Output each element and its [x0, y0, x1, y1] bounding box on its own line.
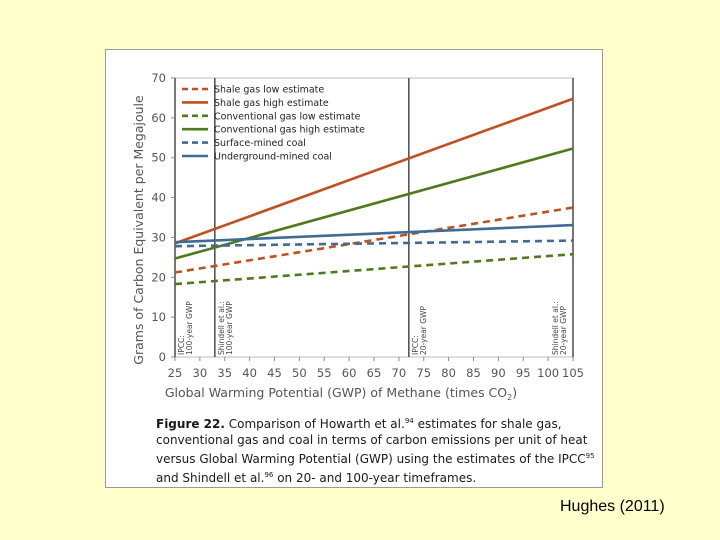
caption-ref-1: 94 — [404, 417, 414, 425]
x-tick-label: 35 — [217, 366, 232, 380]
x-tick-label: 90 — [491, 366, 506, 380]
gwp-reference-label: IPCC: 20-year GWP — [411, 306, 428, 355]
x-tick-label: 60 — [342, 366, 357, 380]
y-tick-label: 50 — [151, 151, 166, 165]
gwp-reference-label: Shindell et al.: 100-year GWP — [217, 301, 234, 355]
gwp-reference-label: Shindell et al.: 20-year GWP — [551, 301, 568, 355]
y-tick-label: 20 — [151, 270, 166, 284]
x-tick-label: 30 — [193, 366, 208, 380]
x-axis-label-end: ) — [512, 385, 517, 400]
series-line — [174, 206, 574, 274]
x-tick-label: 55 — [317, 366, 332, 380]
y-tick-label: 70 — [151, 71, 166, 85]
x-tick-label: 80 — [441, 366, 456, 380]
x-axis-label-subscript: 2 — [507, 393, 512, 402]
gwp-label-line-1: IPCC: — [177, 335, 186, 355]
caption-text-2: estimates for shale gas, conventional ga… — [156, 417, 588, 466]
y-axis-label: Grams of Carbon Equivalent per Megajoule — [131, 95, 146, 365]
chart: IPCC: 100-year GWP Shindell et al.: 100-yea… — [131, 71, 584, 402]
x-tick-label: 65 — [367, 366, 382, 380]
legend-label: Underground-mined coal — [214, 152, 332, 163]
x-tick-label: 70 — [392, 366, 407, 380]
gwp-label-line-1: Shindell et al.: — [551, 301, 560, 355]
series-line — [174, 223, 574, 244]
gwp-reference-label: IPCC: 100-year GWP — [177, 301, 194, 355]
x-tick-label: 25 — [168, 366, 183, 380]
caption-ref-3: 96 — [264, 471, 274, 479]
gwp-label-line-2: 100-year GWP — [185, 301, 194, 355]
legend-label: Surface-mined coal — [214, 138, 306, 149]
legend-label: Shale gas low estimate — [214, 85, 324, 96]
x-axis-label: Global Warming Potential (GWP) of Methan… — [165, 385, 517, 402]
gwp-label-line-1: Shindell et al.: — [217, 301, 226, 355]
caption-ref-2: 95 — [585, 452, 595, 460]
gwp-label-line-1: IPCC: — [411, 335, 420, 355]
caption-text-3: and Shindell et al. — [156, 471, 265, 485]
series-line — [174, 252, 574, 286]
source-credit: Hughes (2011) — [560, 498, 665, 515]
series-line — [174, 239, 574, 248]
x-tick-label: 40 — [242, 366, 257, 380]
caption-figure-number: Figure 22. — [156, 417, 225, 431]
legend-label: Conventional gas low estimate — [214, 111, 361, 122]
gwp-label-line-2: 20-year GWP — [419, 306, 428, 355]
x-tick-label: 95 — [516, 366, 531, 380]
y-tick-label: 30 — [151, 230, 166, 244]
figure-panel: IPCC: 100-year GWP Shindell et al.: 100-yea… — [105, 49, 603, 488]
figure-caption: Figure 22. Comparison of Howarth et al.9… — [156, 413, 596, 486]
series-line — [174, 97, 574, 245]
gwp-label-line-2: 100-year GWP — [225, 301, 234, 355]
legend-label: Conventional gas high estimate — [214, 125, 365, 136]
y-tick-label: 60 — [151, 111, 166, 125]
y-tick-label: 40 — [151, 191, 166, 205]
x-tick-label: 100 — [537, 366, 559, 380]
x-tick-label: 85 — [466, 366, 481, 380]
legend-label: Shale gas high estimate — [214, 98, 329, 109]
x-tick-label: 75 — [416, 366, 431, 380]
y-tick-label: 0 — [159, 350, 166, 364]
x-tick-label: 50 — [292, 366, 307, 380]
x-tick-label: 105 — [562, 366, 584, 380]
x-tick-label: 45 — [267, 366, 282, 380]
x-axis-label-main: Global Warming Potential (GWP) of Methan… — [165, 385, 507, 400]
y-tick-label: 10 — [151, 310, 166, 324]
caption-text-1: Comparison of Howarth et al. — [228, 417, 405, 431]
gwp-label-line-2: 20-year GWP — [559, 306, 568, 355]
caption-text-4: on 20- and 100-year timeframes. — [277, 471, 477, 485]
